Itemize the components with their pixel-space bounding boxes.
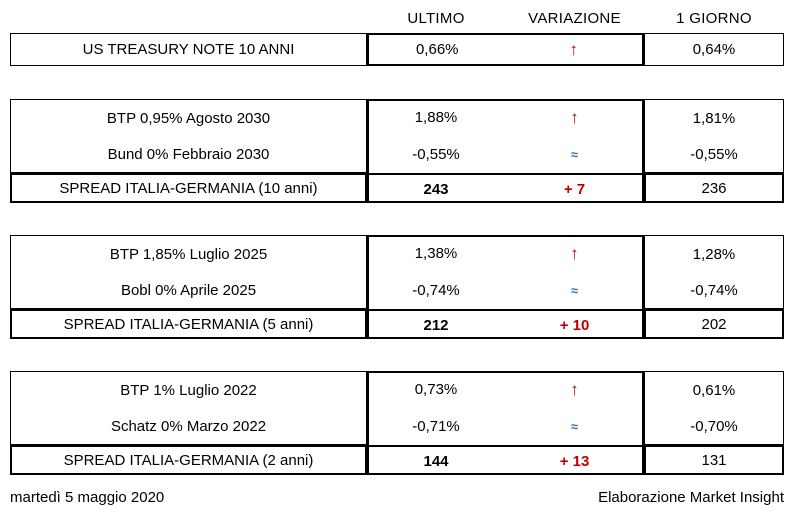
col-header-ultimo: ULTIMO bbox=[407, 9, 465, 27]
bond-label: BTP 1,85% Luglio 2025 bbox=[109, 245, 268, 263]
giorno-value: -0,55% bbox=[690, 145, 738, 163]
ultimo-value: 1,88% bbox=[414, 109, 458, 126]
bond-giorno-box: 0,61% -0,70% bbox=[644, 371, 784, 445]
ultimo-value: -0,71% bbox=[412, 418, 460, 435]
giorno-value: 0,61% bbox=[692, 381, 736, 399]
col-header-variazione: VARIAZIONE bbox=[528, 9, 621, 27]
bond-label: BTP 0,95% Agosto 2030 bbox=[106, 109, 271, 127]
spread-giorno-value: 202 bbox=[644, 309, 784, 339]
ultimo-value: -0,74% bbox=[412, 282, 460, 299]
spread-giorno-value: 131 bbox=[644, 445, 784, 475]
bond-giorno-box: 1,28% -0,74% bbox=[644, 235, 784, 309]
spread-ultimo-value: 212 bbox=[367, 309, 505, 339]
bond-labels-box: BTP 1,85% Luglio 2025 Bobl 0% Aprile 202… bbox=[10, 235, 367, 309]
footer: martedì 5 maggio 2020 Elaborazione Marke… bbox=[10, 488, 784, 507]
spread-variation-value: + 7 bbox=[505, 173, 644, 203]
center-frame: 0,66% ↑ bbox=[367, 33, 644, 66]
col-header-giorno: 1 GIORNO bbox=[676, 9, 752, 27]
giorno-value: 1,28% bbox=[692, 245, 736, 263]
bond-label: Schatz 0% Marzo 2022 bbox=[110, 417, 267, 435]
approx-equal-icon: ≈ bbox=[570, 419, 579, 434]
approx-equal-icon: ≈ bbox=[570, 283, 579, 298]
giorno-value: 0,64% bbox=[644, 33, 784, 66]
spread-ultimo-value: 144 bbox=[367, 445, 505, 475]
bond-labels-box: BTP 0,95% Agosto 2030 Bund 0% Febbraio 2… bbox=[10, 99, 367, 173]
giorno-value: -0,74% bbox=[690, 281, 738, 299]
ultimo-value: -0,55% bbox=[412, 146, 460, 163]
spread-variation-value: + 13 bbox=[505, 445, 644, 475]
bond-label: Bobl 0% Aprile 2025 bbox=[120, 281, 257, 299]
section-us-treasury: US TREASURY NOTE 10 ANNI 0,66% ↑ 0,64% bbox=[10, 33, 784, 66]
giorno-value: 1,81% bbox=[692, 109, 736, 127]
up-arrow-icon: ↑ bbox=[570, 379, 579, 399]
column-headers: ULTIMO VARIAZIONE 1 GIORNO bbox=[10, 6, 784, 30]
giorno-value: -0,70% bbox=[690, 417, 738, 435]
ultimo-value: 0,66% bbox=[415, 41, 459, 58]
section-spread-5-anni: BTP 1,85% Luglio 2025 Bobl 0% Aprile 202… bbox=[10, 235, 784, 339]
bond-labels-box: BTP 1% Luglio 2022 Schatz 0% Marzo 2022 bbox=[10, 371, 367, 445]
bond-label: Bund 0% Febbraio 2030 bbox=[107, 145, 270, 163]
spread-label: SPREAD ITALIA-GERMANIA (10 anni) bbox=[10, 173, 367, 203]
center-frame bbox=[367, 371, 644, 475]
up-arrow-icon: ↑ bbox=[570, 243, 579, 263]
spread-giorno-value: 236 bbox=[644, 173, 784, 203]
center-frame bbox=[367, 99, 644, 203]
center-frame bbox=[367, 235, 644, 339]
bond-label: US TREASURY NOTE 10 ANNI bbox=[10, 33, 367, 66]
section-spread-2-anni: BTP 1% Luglio 2022 Schatz 0% Marzo 2022 … bbox=[10, 371, 784, 475]
up-arrow-icon: ↑ bbox=[569, 39, 579, 59]
bond-label: BTP 1% Luglio 2022 bbox=[120, 381, 257, 399]
spread-ultimo-value: 243 bbox=[367, 173, 505, 203]
up-arrow-icon: ↑ bbox=[570, 107, 579, 127]
spread-label: SPREAD ITALIA-GERMANIA (5 anni) bbox=[10, 309, 367, 339]
ultimo-value: 0,73% bbox=[414, 381, 458, 398]
footer-date: martedì 5 maggio 2020 bbox=[10, 489, 165, 506]
footer-credit: Elaborazione Market Insight bbox=[598, 489, 784, 506]
spread-variation-value: + 10 bbox=[505, 309, 644, 339]
ultimo-value: 1,38% bbox=[414, 245, 458, 262]
approx-equal-icon: ≈ bbox=[570, 147, 579, 162]
rates-table-page: ULTIMO VARIAZIONE 1 GIORNO US TREASURY N… bbox=[0, 6, 794, 507]
bond-giorno-box: 1,81% -0,55% bbox=[644, 99, 784, 173]
spread-label: SPREAD ITALIA-GERMANIA (2 anni) bbox=[10, 445, 367, 475]
section-spread-10-anni: BTP 0,95% Agosto 2030 Bund 0% Febbraio 2… bbox=[10, 99, 784, 203]
